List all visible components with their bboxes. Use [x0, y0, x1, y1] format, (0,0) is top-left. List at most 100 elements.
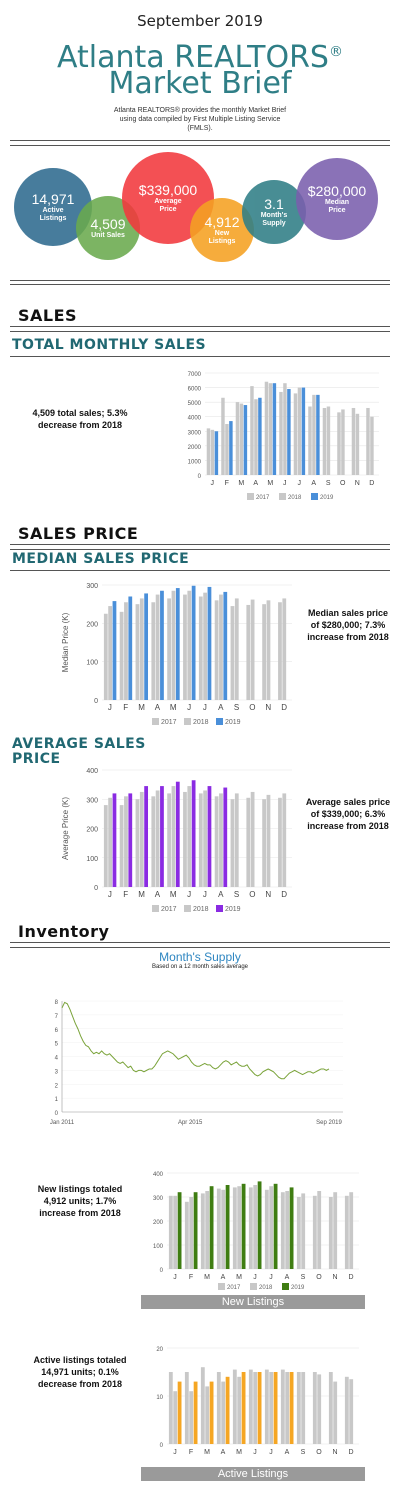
x-tick-label: S [234, 890, 239, 899]
months-supply-subtitle: Based on a 12 month sales average [151, 964, 249, 970]
report-month: September 2019 [137, 12, 263, 30]
registered-mark: ® [328, 44, 343, 60]
legend-label: 2018 [259, 1285, 273, 1291]
bar-2018 [203, 790, 208, 887]
bubble-label: Average Price [154, 198, 182, 213]
x-tick-label: A [221, 1274, 226, 1281]
bar-2017 [135, 604, 140, 700]
bar-2019 [229, 421, 233, 475]
bar-2017 [230, 799, 235, 887]
legend-swatch [282, 1283, 289, 1290]
legend-label: 2019 [291, 1285, 305, 1291]
x-tick-label: D [348, 1274, 353, 1281]
x-tick-label: D [369, 480, 374, 487]
y-tick-label: 300 [86, 797, 98, 804]
divider [10, 284, 390, 285]
bar-2019 [207, 586, 212, 700]
bubble-label: Month's Supply [260, 212, 288, 227]
y-tick-label: 0 [160, 1268, 164, 1274]
bar-2017 [250, 386, 254, 475]
bar-2018 [253, 1185, 258, 1269]
bar-2017 [183, 594, 187, 700]
bar-2019 [128, 596, 133, 700]
y-tick-label: 200 [86, 827, 98, 834]
x-tick-label: O [316, 1449, 322, 1456]
bar-2018 [155, 790, 160, 887]
bar-2018 [254, 399, 258, 475]
bar-2019 [209, 1381, 214, 1444]
average-summary-text: Average sales price of $339,000; 6.3% in… [305, 797, 391, 831]
bar-2017 [221, 397, 225, 475]
bar-2017 [262, 604, 267, 700]
x-tick-label: O [249, 890, 255, 899]
bar-2018 [219, 594, 223, 700]
x-tick-label: S [301, 1449, 306, 1456]
sales-summary-text: 4,509 total sales; 5.3% decrease from 20… [32, 408, 128, 430]
x-tick-label: N [332, 1449, 337, 1456]
page-title-line1: Atlanta REALTORS® [57, 40, 343, 75]
bar-2018 [266, 600, 271, 700]
y-tick-label: 0 [94, 885, 98, 892]
bar-2017 [262, 799, 267, 887]
bar-2017 [103, 613, 108, 700]
x-tick-label: J [269, 1449, 273, 1456]
x-tick-label: J [173, 1274, 177, 1281]
heading-line: AVERAGE SALES [12, 736, 146, 752]
bar-2018 [108, 606, 113, 700]
x-tick-label: M [204, 1274, 210, 1281]
bar-2018 [349, 1379, 354, 1444]
section-heading-sales-price: SALES PRICE [18, 524, 139, 543]
bar-2019 [191, 780, 196, 887]
bar-2017 [351, 407, 356, 475]
bar-2018 [221, 1381, 226, 1444]
y-axis-label: Average Price (K) [61, 797, 70, 860]
bar-2019 [241, 1183, 246, 1269]
new-listings-chart: 0 100 200 300 400 J F M A M J J A S O N D 2017 2018 2019 [153, 1172, 359, 1291]
legend-swatch [311, 493, 318, 500]
bar-2018 [189, 1391, 194, 1444]
bar-2018 [205, 1191, 210, 1269]
bar-2018 [139, 791, 144, 887]
bar-2019 [160, 786, 164, 887]
x-tick-label: J [187, 703, 191, 712]
y-tick-label: 1 [55, 1097, 59, 1103]
x-tick-label: J [203, 890, 207, 899]
x-tick-label: M [204, 1449, 210, 1456]
y-tick-label: 6000 [188, 387, 202, 393]
bar-2018 [124, 796, 128, 887]
bar-2017 [328, 1197, 333, 1269]
bar-2019 [272, 383, 277, 475]
bar-2017 [344, 1195, 349, 1269]
bar-2018 [333, 1192, 338, 1269]
y-axis-label: Median Price (K) [61, 612, 70, 672]
bar-2017 [216, 1372, 221, 1444]
x-tick-label: A [155, 703, 161, 712]
y-tick-label: 3 [55, 1069, 59, 1075]
legend-label: 2018 [193, 719, 209, 726]
bar-2018 [237, 1376, 242, 1444]
y-tick-label: 7 [55, 1014, 59, 1020]
bar-2018 [341, 409, 345, 475]
y-tick-label: 6 [55, 1028, 59, 1034]
bubble-value: 3.1 [264, 196, 284, 212]
x-tick-label: O [316, 1274, 322, 1281]
bubble-label: New Listings [208, 230, 236, 245]
x-tick-label: A [218, 703, 224, 712]
bar-2018 [124, 602, 128, 700]
x-tick-label: J [269, 1274, 273, 1281]
legend-swatch [152, 718, 159, 725]
bar-2017 [296, 1197, 301, 1269]
divider [10, 280, 390, 281]
bar-2017 [328, 1372, 333, 1444]
bar-2019 [128, 793, 133, 887]
y-tick-label: 7000 [188, 372, 202, 378]
bar-2017 [344, 1376, 349, 1444]
section-heading-inventory: Inventory [18, 922, 110, 941]
active-listings-summary-text: Active listings totaled 14,971 units; 0.… [33, 1355, 127, 1389]
bar-2019 [301, 387, 306, 475]
bubble-new-listings: 4,912 New Listings [190, 198, 254, 262]
new-listings-summary-text: New listings totaled 4,912 units; 1.7% i… [37, 1184, 123, 1218]
x-tick-label: F [123, 703, 128, 712]
bar-2017 [214, 796, 219, 887]
